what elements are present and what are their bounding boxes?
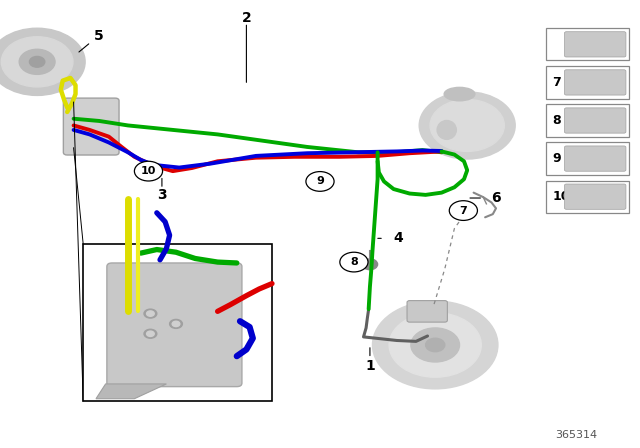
- Circle shape: [144, 309, 157, 318]
- Text: 8: 8: [552, 114, 561, 127]
- Bar: [83, 244, 272, 401]
- Text: 6: 6: [491, 191, 501, 205]
- Circle shape: [419, 92, 515, 159]
- Circle shape: [147, 311, 154, 316]
- Text: 8: 8: [350, 257, 358, 267]
- FancyBboxPatch shape: [564, 108, 626, 133]
- Circle shape: [430, 99, 504, 151]
- FancyBboxPatch shape: [564, 184, 626, 209]
- Text: 10: 10: [552, 190, 570, 203]
- Text: 3: 3: [157, 188, 167, 202]
- FancyBboxPatch shape: [407, 301, 447, 322]
- Text: 5: 5: [94, 29, 104, 43]
- Circle shape: [362, 259, 378, 270]
- Bar: [546, 28, 629, 60]
- Circle shape: [134, 161, 163, 181]
- Ellipse shape: [437, 121, 456, 139]
- FancyBboxPatch shape: [564, 146, 626, 171]
- Circle shape: [1, 37, 73, 87]
- Text: 365314: 365314: [555, 431, 597, 440]
- Text: 10: 10: [141, 166, 156, 176]
- Text: 7: 7: [552, 76, 561, 89]
- Text: 2: 2: [241, 11, 252, 25]
- Circle shape: [449, 201, 477, 220]
- Bar: [546, 66, 629, 99]
- Circle shape: [389, 313, 481, 377]
- Bar: [546, 104, 629, 137]
- Circle shape: [340, 252, 368, 272]
- Circle shape: [306, 172, 334, 191]
- Text: 7: 7: [460, 206, 467, 215]
- Circle shape: [147, 331, 154, 336]
- Circle shape: [144, 329, 157, 338]
- Text: 1: 1: [365, 359, 375, 374]
- Bar: [546, 181, 629, 213]
- Circle shape: [170, 319, 182, 328]
- Circle shape: [411, 328, 460, 362]
- Circle shape: [29, 56, 45, 67]
- Text: 9: 9: [552, 152, 561, 165]
- FancyBboxPatch shape: [564, 32, 626, 57]
- FancyBboxPatch shape: [564, 70, 626, 95]
- Text: 9: 9: [316, 177, 324, 186]
- Circle shape: [19, 49, 55, 74]
- Circle shape: [0, 28, 85, 95]
- FancyBboxPatch shape: [63, 98, 119, 155]
- Ellipse shape: [444, 87, 475, 101]
- Circle shape: [426, 338, 445, 352]
- Polygon shape: [96, 384, 166, 399]
- Circle shape: [172, 321, 180, 327]
- Text: 4: 4: [393, 231, 403, 246]
- FancyBboxPatch shape: [107, 263, 242, 387]
- Circle shape: [372, 301, 498, 389]
- Bar: [546, 142, 629, 175]
